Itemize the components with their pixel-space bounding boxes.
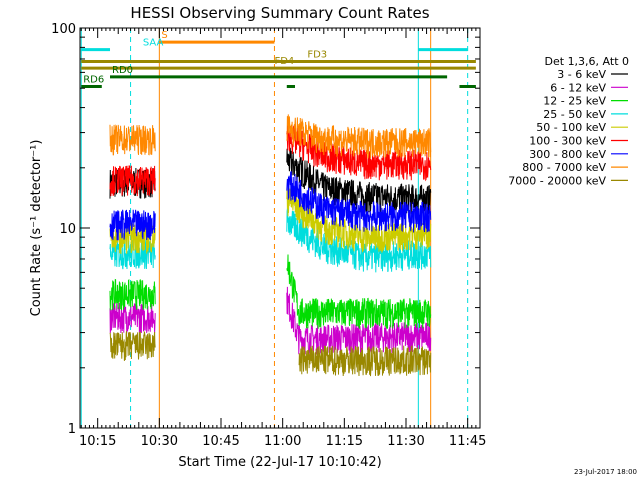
legend-label: 3 - 6 keV: [557, 68, 606, 81]
y-tick-label: 100: [51, 22, 76, 37]
legend-label: 6 - 12 keV: [550, 81, 606, 94]
y-axis-label: Count Rate (s⁻¹ detector⁻¹): [29, 140, 44, 317]
series-line: [109, 165, 156, 197]
series-line: [286, 114, 432, 159]
footer-timestamp: 23-Jul-2017 18:00: [574, 468, 637, 476]
series-line: [286, 254, 432, 329]
axes: 1 10 100 10:15 10:30 10:45 11:00 11:15 11:30 11:4…: [51, 22, 486, 449]
x-tick-label: 11:30: [387, 434, 424, 449]
legend-label: 7000 - 20000 keV: [508, 174, 606, 187]
legend-label: 12 - 25 keV: [543, 95, 606, 108]
legend-label: 800 - 7000 keV: [522, 161, 606, 174]
legend-label: 25 - 50 keV: [543, 108, 606, 121]
x-tick-label: 10:45: [202, 434, 239, 449]
series-line: [286, 171, 432, 233]
x-tick-label: 11:45: [449, 434, 486, 449]
series-line: [286, 124, 432, 182]
x-tick-label: 11:00: [264, 434, 301, 449]
series-line: [109, 209, 156, 241]
y-tick-label: 1: [68, 422, 76, 437]
x-axis-label: Start Time (22-Jul-17 10:10:42): [178, 455, 381, 470]
bar-label: FD4: [274, 56, 294, 67]
plot-area: S RD0 RD6 SAA FD3 FD4: [80, 28, 476, 428]
flag-label: S: [161, 30, 167, 41]
series-line: [298, 345, 432, 377]
legend-title: Det 1,3,6, Att 0: [545, 55, 629, 68]
chart-title: HESSI Observing Summary Count Rates: [130, 4, 429, 22]
legend-label: 50 - 100 keV: [536, 121, 606, 134]
series-line: [109, 331, 156, 361]
legend-label: 300 - 800 keV: [529, 148, 606, 161]
bar-label: FD3: [307, 49, 327, 60]
series-line: [109, 124, 156, 156]
x-tick-label: 10:15: [79, 434, 116, 449]
x-tick-label: 11:15: [326, 434, 363, 449]
series-line: [286, 207, 432, 273]
series-line: [109, 278, 156, 311]
legend-label: 100 - 300 keV: [529, 135, 606, 148]
flag-label: RD0: [112, 65, 133, 76]
x-tick-label: 10:30: [141, 434, 178, 449]
y-tick-label: 10: [59, 222, 76, 237]
flag-label: RD6: [83, 74, 104, 85]
bar-label: SAA: [143, 38, 164, 49]
